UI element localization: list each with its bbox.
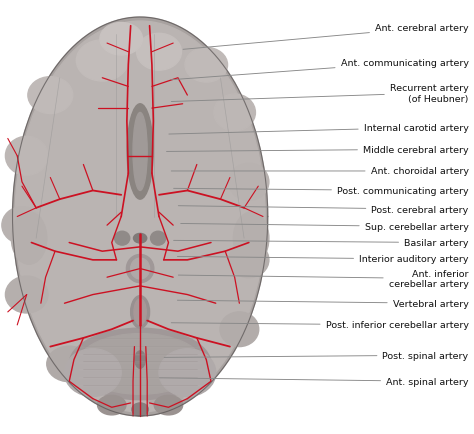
Text: Recurrent artery
(of Heubner): Recurrent artery (of Heubner): [171, 84, 469, 103]
Text: Internal carotid artery: Internal carotid artery: [169, 124, 469, 135]
Ellipse shape: [229, 243, 269, 278]
Ellipse shape: [159, 349, 216, 397]
Text: Vertebral artery: Vertebral artery: [177, 299, 469, 308]
Ellipse shape: [64, 349, 121, 397]
Ellipse shape: [143, 373, 185, 407]
Text: Ant. inferior
cerebellar artery: Ant. inferior cerebellar artery: [178, 269, 469, 289]
Text: Ant. choroidal artery: Ant. choroidal artery: [171, 167, 469, 176]
Ellipse shape: [134, 234, 147, 243]
Ellipse shape: [115, 232, 130, 246]
Text: Post. cerebral artery: Post. cerebral artery: [178, 205, 469, 214]
Ellipse shape: [155, 395, 182, 415]
Ellipse shape: [5, 276, 48, 313]
Text: Ant. communicating artery: Ant. communicating artery: [171, 59, 469, 81]
Ellipse shape: [69, 329, 211, 400]
Ellipse shape: [137, 34, 182, 71]
Ellipse shape: [131, 259, 150, 279]
Ellipse shape: [151, 232, 165, 246]
Ellipse shape: [135, 351, 146, 368]
Ellipse shape: [12, 18, 268, 416]
Ellipse shape: [132, 403, 148, 416]
Text: Middle cerebral artery: Middle cerebral artery: [166, 145, 469, 155]
Ellipse shape: [229, 164, 269, 201]
Ellipse shape: [11, 213, 47, 265]
Ellipse shape: [2, 207, 42, 244]
Ellipse shape: [47, 346, 91, 382]
Ellipse shape: [100, 23, 143, 56]
Ellipse shape: [15, 22, 265, 412]
Ellipse shape: [127, 255, 154, 283]
Ellipse shape: [5, 137, 48, 176]
Ellipse shape: [28, 78, 73, 114]
Text: Ant. cerebral artery: Ant. cerebral artery: [183, 24, 469, 50]
Ellipse shape: [185, 48, 228, 83]
Ellipse shape: [220, 312, 259, 347]
Ellipse shape: [76, 41, 128, 82]
Ellipse shape: [214, 95, 255, 132]
Text: Ant. spinal artery: Ant. spinal artery: [159, 377, 469, 386]
Ellipse shape: [131, 296, 150, 329]
Ellipse shape: [98, 395, 126, 415]
Ellipse shape: [134, 299, 146, 325]
Ellipse shape: [234, 213, 269, 265]
Text: Interior auditory artery: Interior auditory artery: [177, 255, 469, 264]
Ellipse shape: [133, 113, 147, 191]
Text: Sup. cerebellar artery: Sup. cerebellar artery: [181, 223, 469, 231]
Text: Basilar artery: Basilar artery: [173, 238, 469, 247]
Ellipse shape: [127, 105, 153, 200]
Ellipse shape: [77, 334, 203, 395]
Text: Post. inferior cerebellar artery: Post. inferior cerebellar artery: [171, 321, 469, 330]
Text: Post. communicating artery: Post. communicating artery: [173, 187, 469, 196]
Text: Post. spinal artery: Post. spinal artery: [164, 351, 469, 360]
